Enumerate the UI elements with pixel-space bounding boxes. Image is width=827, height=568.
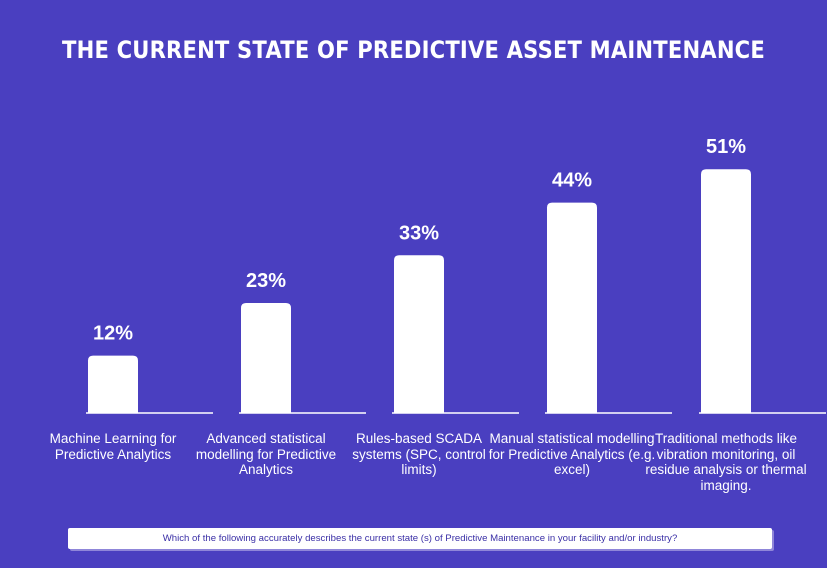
category-label: Rules-based SCADA systems (SPC, control … — [352, 431, 486, 477]
question-text: Which of the following accurately descri… — [162, 533, 678, 544]
category-label: Traditional methods like vibration monit… — [645, 431, 807, 493]
data-label: 12% — [93, 323, 133, 345]
bar — [88, 355, 138, 413]
category-label: Machine Learning for Predictive Analytic… — [49, 431, 177, 462]
data-label: 33% — [399, 222, 439, 244]
data-label: 51% — [706, 136, 746, 158]
bar — [394, 255, 444, 413]
data-label: 23% — [246, 270, 286, 292]
chart-title: THE CURRENT STATE OF PREDICTIVE ASSET MA… — [62, 36, 765, 64]
category-label: Manual statistical modelling for Predict… — [488, 431, 656, 477]
bar — [241, 303, 291, 413]
bar — [701, 169, 751, 413]
data-label: 44% — [552, 170, 592, 192]
category-label: Advanced statistical modelling for Predi… — [195, 431, 337, 477]
bar — [547, 202, 597, 413]
question-box: Which of the following accurately descri… — [68, 528, 772, 549]
